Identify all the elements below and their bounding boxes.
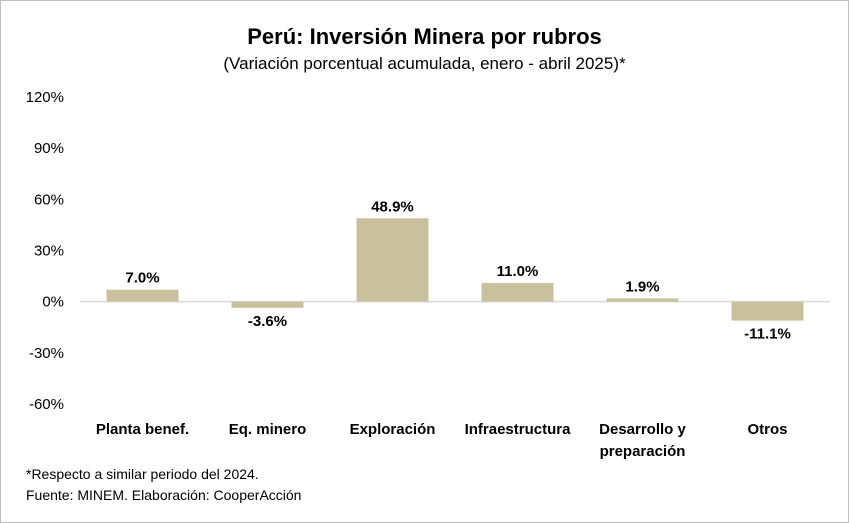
y-tick-label: 30% (34, 243, 64, 260)
data-label: 11.0% (497, 263, 539, 280)
y-tick-label: -60% (29, 396, 64, 413)
x-tick-label: preparación (600, 443, 686, 460)
y-tick-label: 120% (26, 89, 64, 106)
data-label: 7.0% (125, 270, 159, 287)
x-tick-label: Eq. minero (229, 421, 307, 438)
x-tick-label: Desarrollo y (599, 421, 686, 438)
bar (481, 282, 554, 302)
data-label: 48.9% (371, 198, 414, 215)
bar (231, 301, 304, 308)
y-tick-label: 60% (34, 191, 64, 208)
y-tick-label: 90% (34, 140, 64, 157)
chart-title: Perú: Inversión Minera por rubros (247, 24, 602, 49)
x-tick-label: Otros (747, 421, 787, 438)
bar (356, 218, 429, 302)
chart-subtitle: (Variación porcentual acumulada, enero -… (223, 54, 626, 73)
bar (106, 289, 179, 302)
footnote: *Respecto a similar periodo del 2024. (26, 466, 259, 482)
data-label: -3.6% (248, 313, 287, 330)
bar (731, 301, 804, 321)
y-tick-label: 0% (42, 294, 64, 311)
x-tick-label: Infraestructura (465, 421, 572, 438)
data-label: -11.1% (744, 326, 791, 343)
y-tick-label: -30% (29, 345, 64, 362)
source-note: Fuente: MINEM. Elaboración: CooperAcción (26, 487, 302, 503)
x-tick-label: Planta benef. (96, 421, 189, 438)
x-tick-label: Exploración (350, 421, 436, 438)
bar (606, 298, 679, 302)
data-label: 1.9% (625, 278, 659, 295)
